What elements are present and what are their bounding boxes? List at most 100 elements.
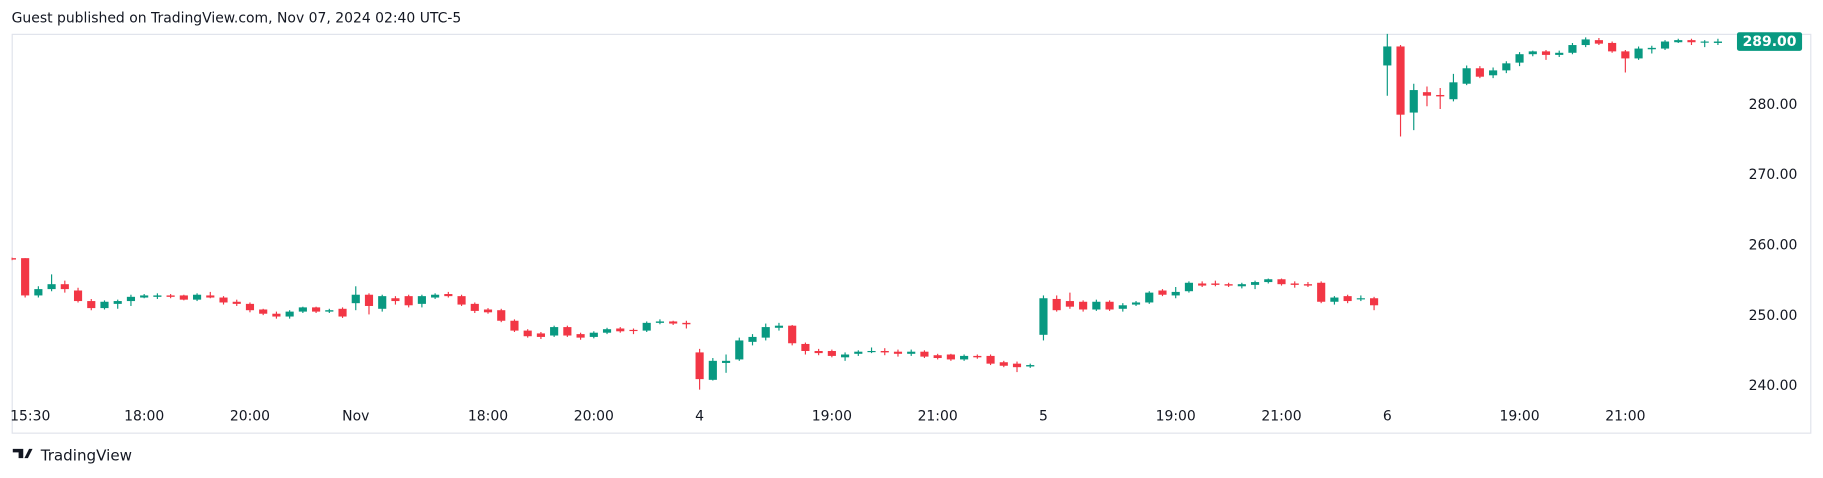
candle-body (497, 310, 506, 321)
y-tick-label: 270.00 (1749, 167, 1798, 183)
candle-body (669, 321, 678, 324)
candle-body (1449, 82, 1458, 100)
candle-body (907, 351, 916, 354)
candle-body (550, 327, 559, 336)
candle-body (232, 301, 241, 304)
candle-body (510, 320, 519, 331)
header-text: Guest published on TradingView.com, Nov … (12, 11, 462, 27)
x-tick-label: 21:00 (1605, 408, 1645, 424)
candle-body (179, 295, 188, 300)
candle-body (1039, 298, 1048, 335)
last-price-label: 289.00 (1743, 34, 1797, 50)
x-tick-label: 15:30 (10, 408, 50, 424)
candle-body (245, 303, 255, 311)
candle-body (417, 296, 426, 304)
candle-body (920, 351, 929, 357)
candle-body (259, 309, 268, 314)
x-tick-label: Nov (342, 408, 369, 424)
x-tick-label: 21:00 (1261, 408, 1301, 424)
candle-body (298, 307, 307, 312)
candle-body (1674, 40, 1683, 43)
candle-body (1594, 40, 1603, 44)
footer-brand: TradingView (40, 446, 132, 464)
candle-body (616, 328, 625, 332)
candle-body (1383, 46, 1392, 66)
candle-body (1713, 41, 1722, 43)
candle-body (1700, 41, 1709, 43)
candle-body (1422, 92, 1432, 96)
candle-body (1436, 94, 1445, 97)
candle-body (1502, 63, 1511, 71)
candle-body (721, 360, 731, 363)
candle-body (1052, 298, 1061, 311)
candle-body (827, 350, 836, 356)
candle-body (1171, 291, 1180, 296)
candle-body (1250, 282, 1260, 285)
candle-body (1211, 283, 1220, 285)
candle-body (960, 355, 969, 360)
candle-body (1092, 301, 1101, 310)
logo (12, 448, 33, 459)
candle-body (774, 325, 784, 328)
candle-body (1687, 40, 1696, 43)
x-tick-label: 19:00 (812, 408, 852, 424)
candle-body (404, 296, 413, 306)
candle-body (629, 329, 638, 332)
chart-frame (11, 33, 1812, 434)
candle-body (219, 297, 228, 303)
candle-body (1065, 301, 1074, 307)
candle-body (1145, 292, 1154, 303)
x-tick-label: 18:00 (124, 408, 164, 424)
candle-body (1277, 279, 1286, 285)
candle-body (1608, 42, 1617, 52)
candle-body (1621, 51, 1630, 59)
candle-body (483, 309, 493, 313)
candle-body (391, 298, 400, 302)
candle-body (285, 311, 294, 317)
candle-body (1317, 282, 1326, 302)
candle-body (523, 330, 532, 337)
y-tick-label: 260.00 (1749, 237, 1798, 253)
candle-body (87, 301, 96, 309)
x-tick-label: 20:00 (574, 408, 614, 424)
candle-body (1555, 52, 1564, 55)
x-tick-label: 19:00 (1156, 408, 1196, 424)
candle-body (470, 303, 479, 311)
candle-body (576, 334, 585, 338)
x-tick-label: 5 (1039, 408, 1048, 424)
candle-body (1409, 90, 1418, 113)
candle-body (589, 332, 598, 337)
candle-body (801, 343, 810, 351)
candle-body (1026, 365, 1035, 367)
candle-body (364, 294, 374, 306)
candle-body (1581, 39, 1590, 46)
candle-body (1012, 363, 1022, 368)
candle-body (378, 296, 387, 309)
candle-body (338, 308, 347, 317)
candle-body (682, 322, 691, 325)
candle-body (100, 301, 109, 309)
candle-body (986, 355, 995, 364)
candle-body (854, 351, 863, 354)
candle-body (1634, 48, 1643, 59)
candle-body (444, 294, 453, 297)
candle-body (1290, 283, 1299, 285)
candle-body (642, 322, 651, 331)
candle-body (1158, 290, 1167, 295)
y-tick-label: 240.00 (1749, 378, 1798, 394)
y-tick-label: 250.00 (1749, 308, 1798, 324)
candle-body (192, 294, 202, 300)
candle-body (140, 295, 149, 298)
candle-body (351, 294, 360, 304)
x-tick-label: 4 (695, 408, 704, 424)
candle-body (1184, 282, 1194, 292)
candle-body (1489, 70, 1498, 76)
candle-body (325, 310, 334, 312)
candle-body (272, 313, 281, 317)
last-price-tag (1736, 32, 1803, 51)
candle-body (1462, 68, 1471, 84)
x-tick-label: 19:00 (1499, 408, 1539, 424)
candle-body (1515, 54, 1524, 63)
candle-body (867, 350, 876, 353)
